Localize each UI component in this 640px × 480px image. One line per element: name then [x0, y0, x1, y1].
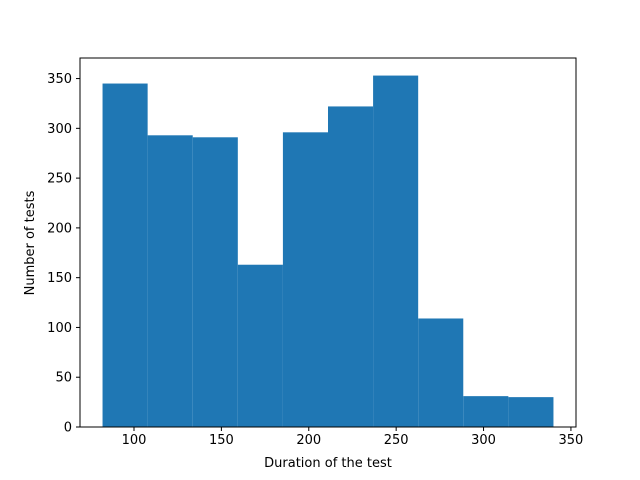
bar	[373, 75, 419, 428]
x-tick-label: 200	[296, 433, 321, 448]
y-tick-label: 100	[47, 321, 72, 336]
y-tick-label: 150	[47, 271, 72, 286]
bar	[282, 132, 328, 427]
x-tick-label: 100	[122, 433, 147, 448]
bar	[147, 135, 193, 428]
y-tick-label: 0	[64, 421, 72, 436]
bar	[463, 396, 509, 427]
y-tick-label: 250	[47, 172, 72, 187]
x-axis-label: Duration of the test	[264, 456, 392, 471]
x-tick-label: 250	[384, 433, 409, 448]
y-tick-label: 350	[47, 72, 72, 87]
y-axis-label: Number of tests	[23, 190, 38, 295]
bar	[508, 397, 554, 427]
bar	[102, 83, 148, 427]
y-tick-label: 200	[47, 221, 72, 236]
bar	[237, 264, 283, 427]
bar	[328, 106, 374, 428]
y-tick-label: 50	[55, 371, 72, 386]
bar	[192, 137, 238, 428]
x-tick-label: 150	[209, 433, 234, 448]
y-tick-label: 300	[47, 122, 72, 137]
x-tick-label: 350	[559, 433, 584, 448]
bar	[418, 318, 464, 427]
plot-frame	[79, 57, 577, 428]
x-tick-label: 300	[471, 433, 496, 448]
